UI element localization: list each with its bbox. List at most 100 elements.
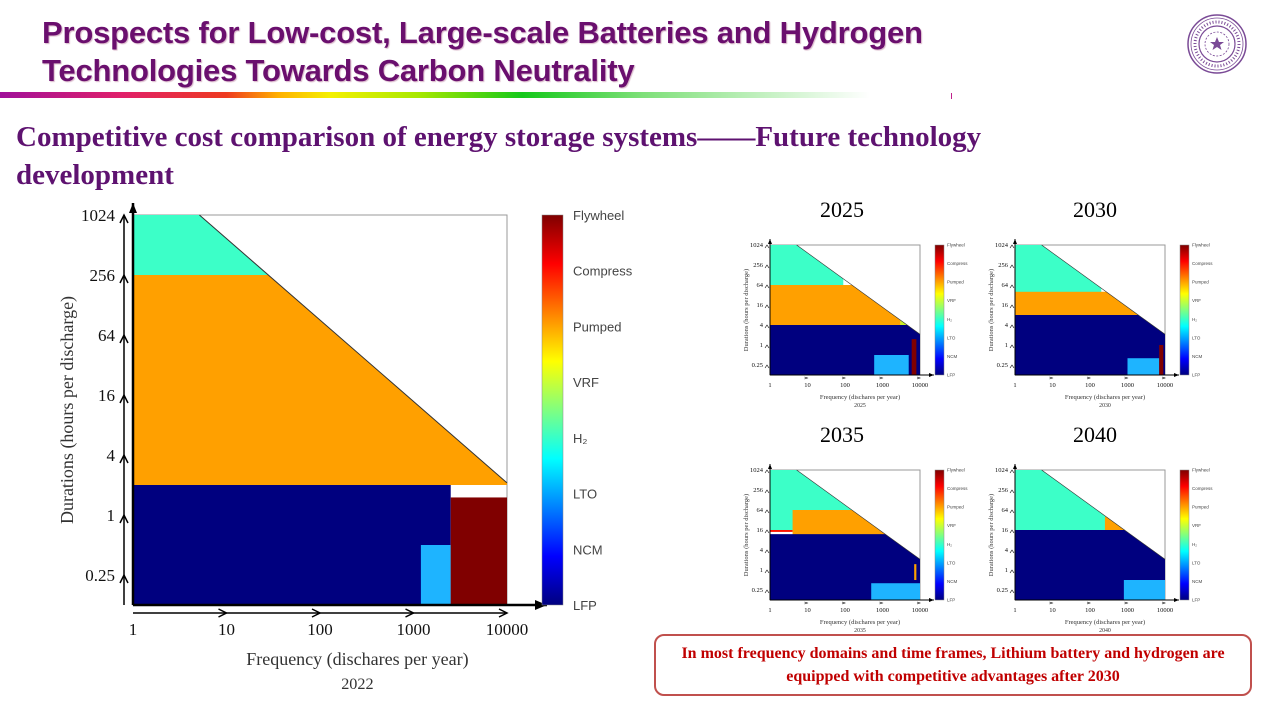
x-tick-label: 1: [768, 382, 771, 389]
y-tick-label: 1024: [750, 242, 764, 249]
y-tick-chevron-icon: [1009, 344, 1015, 349]
x-axis-label: Frequency (dischares per year): [820, 394, 900, 401]
colorbar-label-vrf: VRF: [573, 375, 599, 390]
x-tick-label: 10: [1049, 607, 1056, 614]
feasibility-boundary: [796, 244, 921, 335]
y-tick-chevron-icon: [764, 264, 770, 269]
y-tick-chevron-icon: [1009, 284, 1015, 289]
colorbar-label-h: H₂: [1192, 542, 1197, 547]
y-axis-label: Durations (hours per discharge): [743, 269, 750, 351]
title-line-2: Technologies Towards Carbon Neutrality: [42, 53, 635, 88]
y-tick-label: 64: [757, 282, 764, 289]
x-axis-arrow-icon: [1174, 373, 1179, 377]
x-axis-label: Frequency (dischares per year): [1065, 394, 1145, 401]
y-axis-label: Durations (hours per discharge): [57, 296, 78, 524]
region-lto: [420, 545, 451, 605]
x-tick-label: 1000: [1121, 382, 1134, 389]
chart-2040: 1 10 100 1000 10000 0.25 1 4 16 64 256 1024 Frequenc…: [988, 464, 1213, 634]
rainbow-divider: [0, 92, 870, 98]
y-tick-chevron-icon: [764, 344, 770, 349]
x-tick-label: 10: [804, 382, 811, 389]
y-axis-arrow-icon: [1013, 464, 1017, 469]
y-tick-label: 1024: [750, 467, 764, 474]
x-tick-label: 1: [1013, 382, 1016, 389]
y-tick-chevron-icon: [764, 364, 770, 369]
colorbar: [934, 469, 945, 601]
x-tick-chevron-icon: [841, 601, 846, 605]
y-tick-label: 16: [1002, 302, 1009, 309]
colorbar-label-flywheel: Flywheel: [947, 243, 965, 248]
x-tick-label: 100: [1085, 382, 1095, 389]
y-axis-label: Durations (hours per discharge): [988, 494, 995, 576]
y-tick-label: 64: [1002, 507, 1009, 514]
chart-year-caption: 2035: [854, 628, 866, 634]
y-tick-label: 64: [1002, 282, 1009, 289]
x-tick-label: 1000: [876, 382, 889, 389]
x-tick-label: 10: [1049, 382, 1056, 389]
x-tick-chevron-icon: [804, 376, 809, 380]
x-tick-chevron-icon: [1049, 601, 1054, 605]
colorbar: [1179, 244, 1190, 376]
x-tick-label: 1000: [397, 620, 431, 639]
colorbar-label-lfp: LFP: [947, 373, 955, 378]
colorbar-label-pumped: Pumped: [947, 280, 964, 285]
colorbar-label-ncm: NCM: [1192, 354, 1202, 359]
x-tick-chevron-icon: [1086, 376, 1091, 380]
colorbar-label-vrf: VRF: [947, 523, 956, 528]
y-tick-label: 0.25: [997, 362, 1008, 369]
y-tick-label: 4: [107, 446, 116, 465]
chart-year-caption: 2025: [854, 403, 866, 409]
y-tick-chevron-icon: [764, 284, 770, 289]
x-tick-label: 1: [1013, 607, 1016, 614]
x-tick-chevron-icon: [916, 601, 921, 605]
y-tick-chevron-icon: [764, 304, 770, 309]
y-tick-chevron-icon: [764, 489, 770, 494]
callout-text: In most frequency domains and time frame…: [681, 645, 1225, 685]
x-axis-label: Frequency (dischares per year): [246, 649, 468, 670]
x-axis-label: Frequency (dischares per year): [1065, 619, 1145, 626]
x-tick-chevron-icon: [1161, 376, 1166, 380]
region-flywheel: [1159, 345, 1164, 375]
y-tick-chevron-icon: [1009, 529, 1015, 534]
region-compress: [770, 530, 793, 532]
colorbar: [934, 244, 945, 376]
y-tick-label: 4: [1005, 322, 1009, 329]
y-tick-label: 64: [98, 326, 116, 345]
section-subtitle: Competitive cost comparison of energy st…: [16, 121, 982, 191]
chart-2030: 1 10 100 1000 10000 0.25 1 4 16 64 256 1024 Frequenc…: [988, 239, 1213, 409]
y-tick-label: 256: [753, 487, 764, 494]
y-tick-label: 1024: [995, 242, 1009, 249]
colorbar: [1179, 469, 1190, 601]
x-tick-label: 10000: [486, 620, 529, 639]
colorbar-label-h: H₂: [947, 317, 952, 322]
slide-title: Prospects for Low-cost, Large-scale Batt…: [42, 14, 923, 90]
y-tick-chevron-icon: [1009, 304, 1015, 309]
feasibility-boundary: [199, 214, 508, 484]
y-tick-label: 256: [90, 266, 116, 285]
y-tick-chevron-icon: [764, 244, 770, 249]
feasibility-boundary: [1041, 469, 1166, 560]
colorbar-label-pumped: Pumped: [1192, 505, 1209, 510]
x-axis-label: Frequency (dischares per year): [820, 619, 900, 626]
y-tick-label: 64: [757, 507, 764, 514]
colorbar-label-flywheel: Flywheel: [1192, 243, 1210, 248]
region-lfp: [133, 485, 451, 605]
y-tick-chevron-icon: [1009, 324, 1015, 329]
y-tick-label: 0.25: [997, 587, 1008, 594]
colorbar-label-ncm: NCM: [573, 542, 603, 557]
y-tick-chevron-icon: [764, 569, 770, 574]
x-tick-chevron-icon: [1161, 601, 1166, 605]
y-tick-label: 4: [760, 322, 764, 329]
x-tick-chevron-icon: [841, 376, 846, 380]
y-tick-chevron-icon: [1009, 264, 1015, 269]
y-tick-chevron-icon: [764, 469, 770, 474]
year-label-2035: 2035: [820, 422, 864, 447]
colorbar-label-flywheel: Flywheel: [947, 468, 965, 473]
feasibility-boundary: [1041, 244, 1166, 335]
x-tick-label: 1: [768, 607, 771, 614]
y-tick-label: 1: [1005, 567, 1008, 574]
colorbar-label-lto: LTO: [947, 335, 956, 340]
x-tick-label: 10: [218, 620, 235, 639]
y-axis-arrow-icon: [1013, 239, 1017, 244]
y-tick-label: 1: [760, 567, 763, 574]
